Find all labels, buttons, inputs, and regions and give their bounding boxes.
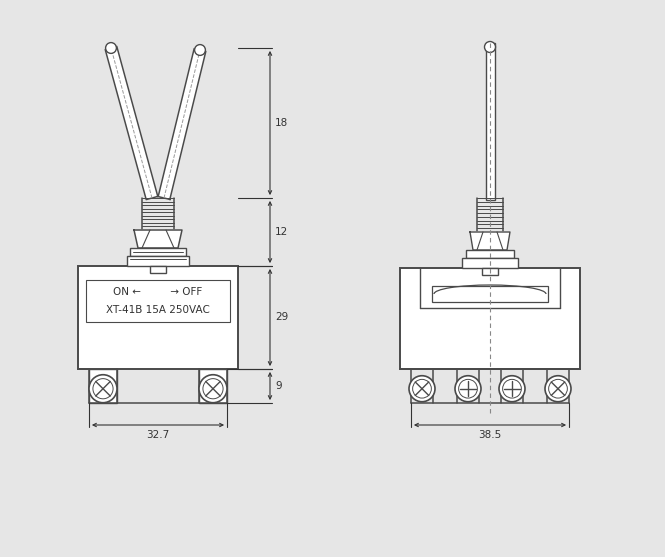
Polygon shape: [158, 48, 206, 199]
Circle shape: [499, 376, 525, 402]
Bar: [485, 43, 495, 200]
Text: 9: 9: [275, 381, 281, 391]
Bar: [432, 286, 548, 302]
Text: 32.7: 32.7: [146, 430, 170, 440]
Circle shape: [106, 42, 116, 53]
Circle shape: [409, 376, 435, 402]
Text: 29: 29: [275, 312, 288, 323]
Bar: [86, 280, 230, 322]
Bar: [150, 266, 166, 273]
Bar: [127, 256, 189, 266]
Bar: [482, 268, 498, 275]
Bar: [462, 258, 518, 268]
Bar: [78, 266, 238, 369]
Circle shape: [199, 375, 227, 403]
Circle shape: [485, 42, 495, 52]
Text: 12: 12: [275, 227, 288, 237]
Text: ON ←         → OFF: ON ← → OFF: [113, 287, 203, 297]
Bar: [400, 268, 580, 369]
Circle shape: [195, 45, 205, 55]
Bar: [130, 248, 186, 256]
Bar: [199, 369, 227, 403]
Text: 18: 18: [275, 118, 288, 128]
Circle shape: [545, 376, 571, 402]
Polygon shape: [134, 230, 182, 248]
Polygon shape: [105, 46, 158, 199]
Bar: [89, 369, 117, 403]
Polygon shape: [470, 232, 510, 250]
Text: XT-41B 15A 250VAC: XT-41B 15A 250VAC: [106, 305, 210, 315]
Circle shape: [455, 376, 481, 402]
Circle shape: [89, 375, 117, 403]
Bar: [466, 250, 514, 258]
Text: 38.5: 38.5: [478, 430, 501, 440]
